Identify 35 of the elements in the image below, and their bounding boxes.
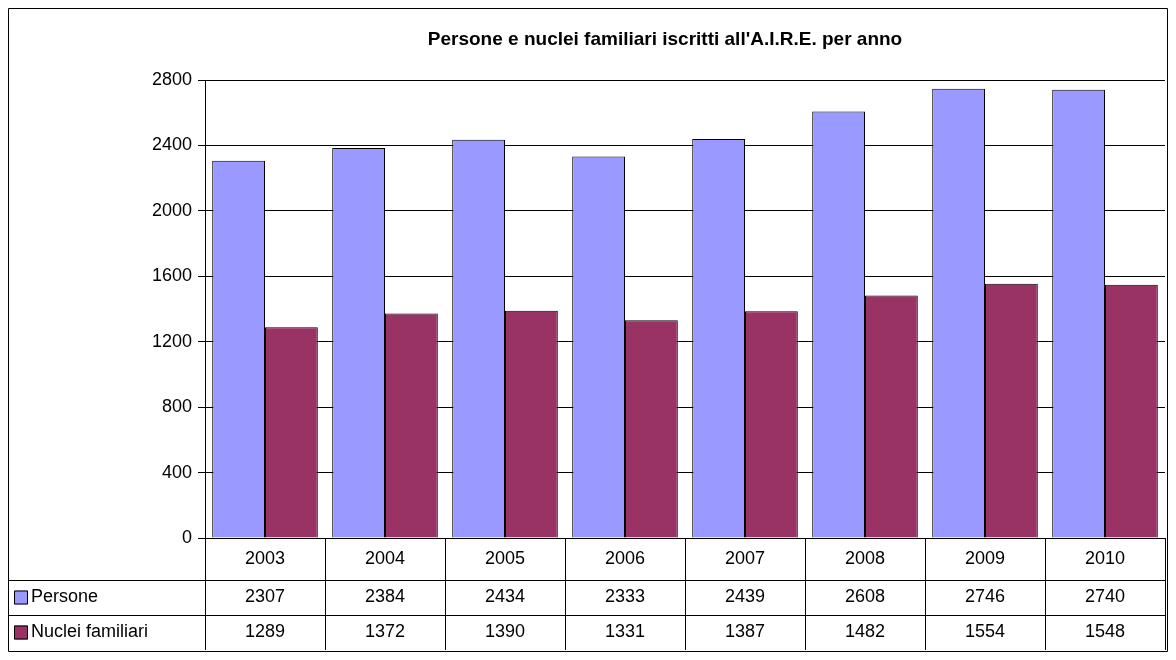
data-label: 1289: [244, 621, 286, 642]
data-label: 2307: [244, 586, 286, 607]
x-tick-label: 2008: [844, 547, 886, 568]
x-tick-label: 2003: [244, 547, 286, 568]
data-label: 1390: [484, 621, 526, 642]
x-tick-label: 2004: [364, 547, 406, 568]
y-tick-label: 400: [161, 461, 192, 482]
x-tick-label: 2006: [604, 547, 646, 568]
y-tick-label: 0: [181, 526, 192, 547]
data-label: 2434: [484, 586, 526, 607]
y-tick-label: 1200: [151, 330, 192, 351]
data-label: 2439: [724, 586, 766, 607]
y-tick-label: 800: [161, 396, 192, 417]
legend-label: Nuclei familiari: [31, 621, 149, 642]
data-label: 1331: [604, 621, 646, 642]
y-tick-label: 2800: [151, 68, 192, 89]
data-label: 1482: [844, 621, 886, 642]
x-tick-label: 2007: [724, 547, 766, 568]
x-tick-label: 2005: [484, 547, 526, 568]
data-label: 2333: [604, 586, 646, 607]
data-label: 1548: [1084, 621, 1126, 642]
data-label: 2740: [1084, 586, 1126, 607]
x-tick-label: 2009: [964, 547, 1006, 568]
data-label: 2384: [364, 586, 406, 607]
data-label: 2608: [844, 586, 886, 607]
legend-label: Persone: [31, 586, 99, 607]
data-label: 1554: [964, 621, 1006, 642]
data-label: 1372: [364, 621, 406, 642]
y-tick-label: 2400: [151, 134, 192, 155]
data-label: 2746: [964, 586, 1006, 607]
y-tick-label: 2000: [151, 199, 192, 220]
y-tick-label: 1600: [151, 265, 192, 286]
data-label: 1387: [724, 621, 766, 642]
x-tick-label: 2010: [1084, 547, 1126, 568]
chart-title: Persone e nuclei familiari iscritti all'A.I.R.E. per anno: [427, 28, 903, 50]
